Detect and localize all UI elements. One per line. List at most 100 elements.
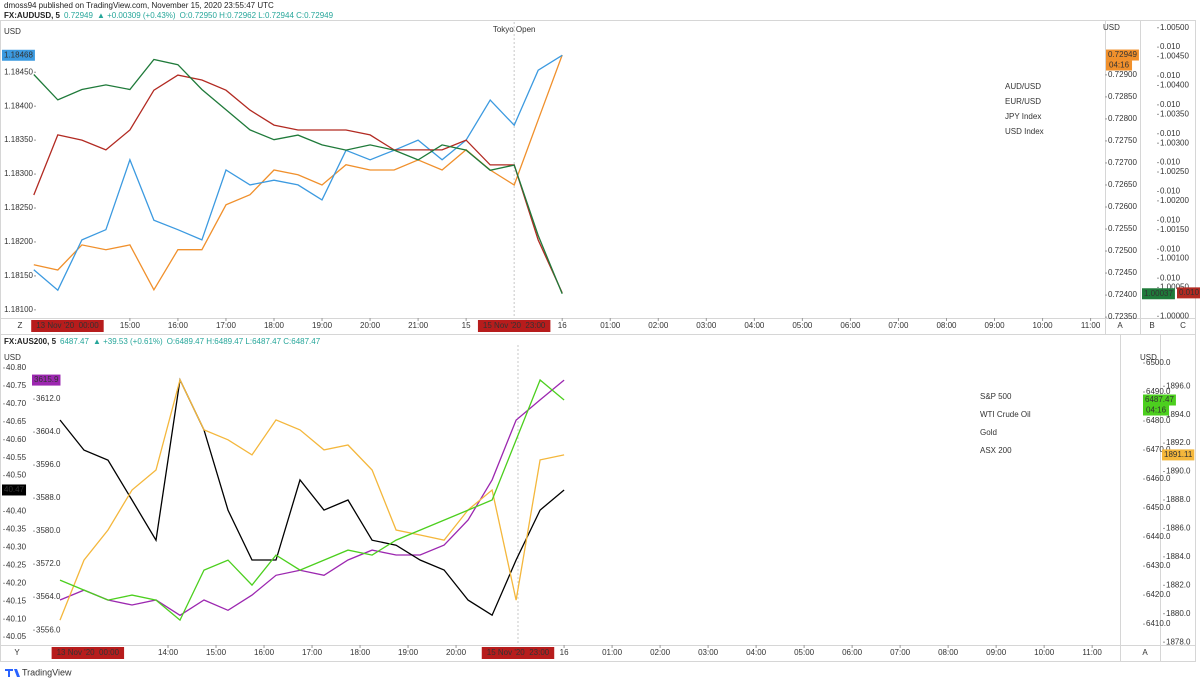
y-tick-label: 0.010 [1160, 244, 1181, 253]
legend-entry: EUR/USD [1005, 97, 1041, 106]
countdown-box [1143, 405, 1170, 416]
y-tick-label: 1896.0 [1166, 381, 1191, 390]
y-tick-label: 40.70 [6, 399, 27, 408]
x-marker-box [481, 647, 555, 659]
countdown-box [1106, 60, 1133, 71]
axis-unit: USD [4, 353, 21, 362]
y-tick-label: 1.18300 [4, 169, 33, 178]
corner-label: Y [14, 648, 20, 657]
x-tick-label: 03:00 [696, 321, 717, 330]
symbol: FX:AUS200, 5 [4, 337, 57, 346]
last-value-label: 0.72949 [1108, 50, 1137, 59]
y-tick-label: 1.00300 [1160, 138, 1189, 147]
y-tick-label: 0.010 [1160, 129, 1181, 138]
last-value-box [1177, 287, 1200, 299]
plot-area [33, 54, 563, 295]
last-value-label: 1891.11 [1164, 450, 1193, 459]
y-tick-label: 1.18350 [4, 135, 33, 144]
y-tick-label: 1.00250 [1160, 167, 1189, 176]
y-tick-label: 0.72650 [1108, 180, 1137, 189]
legend-entry: WTI Crude Oil [980, 410, 1031, 419]
y-tick-label: 40.55 [6, 453, 27, 462]
x-tick-label: 14:00 [158, 648, 179, 657]
x-tick-label: 15:00 [120, 321, 141, 330]
y-tick-label: 40.75 [6, 381, 27, 390]
y-tick-label: 3588.0 [36, 493, 61, 502]
x-tick-label: 20:00 [360, 321, 381, 330]
y-tick-label: 1878.0 [1166, 637, 1191, 646]
series-line [33, 74, 563, 294]
x-tick-label: 04:00 [744, 321, 765, 330]
last-value-label: 6487.47 [1145, 395, 1174, 404]
y-tick-label: 40.65 [6, 417, 27, 426]
y-tick-label: 1.18150 [4, 271, 33, 280]
y-tick-label: 3564.0 [36, 592, 61, 601]
y-tick-label: 3556.0 [36, 625, 61, 634]
x-tick-label: 09:00 [985, 321, 1006, 330]
legend-entry: ASX 200 [980, 446, 1012, 455]
x-tick-label: 20:00 [446, 648, 467, 657]
x-tick-label: 19:00 [312, 321, 333, 330]
series-line [59, 379, 565, 617]
y-tick-label: 0.72700 [1108, 158, 1137, 167]
y-tick-label: 0.72500 [1108, 246, 1137, 255]
y-tick-label: 1884.0 [1166, 552, 1191, 561]
y-tick-label: 40.50 [6, 471, 27, 480]
y-tick-label: 6500.0 [1146, 358, 1171, 367]
x-marker-box [51, 647, 125, 659]
countdown-label: 04:16 [1146, 406, 1167, 415]
y-tick-label: 0.72800 [1108, 114, 1137, 123]
y-tick-label: 40.35 [6, 525, 27, 534]
y-tick-label: 0.010 [1160, 216, 1181, 225]
series-line [59, 378, 565, 622]
corner-label: C [1180, 321, 1186, 330]
corner-label: A [1117, 321, 1123, 330]
y-tick-label: 1.18250 [4, 203, 33, 212]
y-tick-label: 3572.0 [36, 559, 61, 568]
symbol-bar: FX:AUS200, 5 6487.47 ▲ +39.53 (+0.61%) O… [4, 337, 320, 346]
ohlc: O:6489.47 H:6489.47 L:6487.47 C:6487.47 [166, 337, 321, 346]
x-marker-label: 15 Nov '20 23:00 [483, 321, 546, 330]
x-tick-label: 10:00 [1034, 648, 1055, 657]
y-tick-label: 0.72850 [1108, 92, 1137, 101]
x-tick-label: 01:00 [600, 321, 621, 330]
y-tick-label: 40.15 [6, 596, 27, 605]
y-tick-label: 1.00450 [1160, 52, 1189, 61]
y-tick-label: 0.72350 [1108, 312, 1137, 321]
series-line [59, 377, 565, 621]
y-tick-label: 1.00050 [1160, 283, 1189, 292]
y-tick-label: 1.00500 [1160, 23, 1189, 32]
x-tick-label: 17:00 [302, 648, 323, 657]
change: ▲ +0.00309 (+0.43%) [96, 11, 176, 20]
x-tick-label: 01:00 [602, 648, 623, 657]
x-tick-label: 07:00 [890, 648, 911, 657]
y-tick-label: 6440.0 [1146, 532, 1171, 541]
x-tick-label: 16 [558, 321, 567, 330]
corner-label: A [1142, 648, 1148, 657]
y-tick-label: 0.010 [1160, 71, 1181, 80]
y-tick-label: 1.00150 [1160, 225, 1189, 234]
x-tick-label: 11:00 [1081, 321, 1101, 330]
legend-entry: S&P 500 [980, 392, 1012, 401]
last-value-box [1143, 394, 1176, 406]
x-tick-label: 07:00 [888, 321, 909, 330]
y-tick-label: 1882.0 [1166, 580, 1191, 589]
y-tick-label: 1.00350 [1160, 109, 1189, 118]
x-tick-label: 02:00 [650, 648, 671, 657]
x-tick-label: 08:00 [936, 321, 957, 330]
y-tick-label: 40.60 [6, 435, 27, 444]
y-tick-label: 1.18400 [4, 101, 33, 110]
series-line [33, 54, 563, 292]
pane-frame [0, 334, 1196, 662]
y-tick-label: 3596.0 [36, 460, 61, 469]
x-tick-label: 18:00 [264, 321, 285, 330]
axis-unit: USD [1103, 23, 1120, 32]
x-tick-label: 21:00 [408, 321, 429, 330]
y-tick-label: 1.18450 [4, 67, 33, 76]
x-marker-label: 13 Nov '20 00:00 [36, 321, 99, 330]
y-tick-label: 1894.0 [1166, 410, 1191, 419]
y-tick-label: 6490.0 [1146, 387, 1171, 396]
last-value-box [1142, 288, 1175, 300]
last-value-label: 0.010 [1179, 288, 1200, 297]
